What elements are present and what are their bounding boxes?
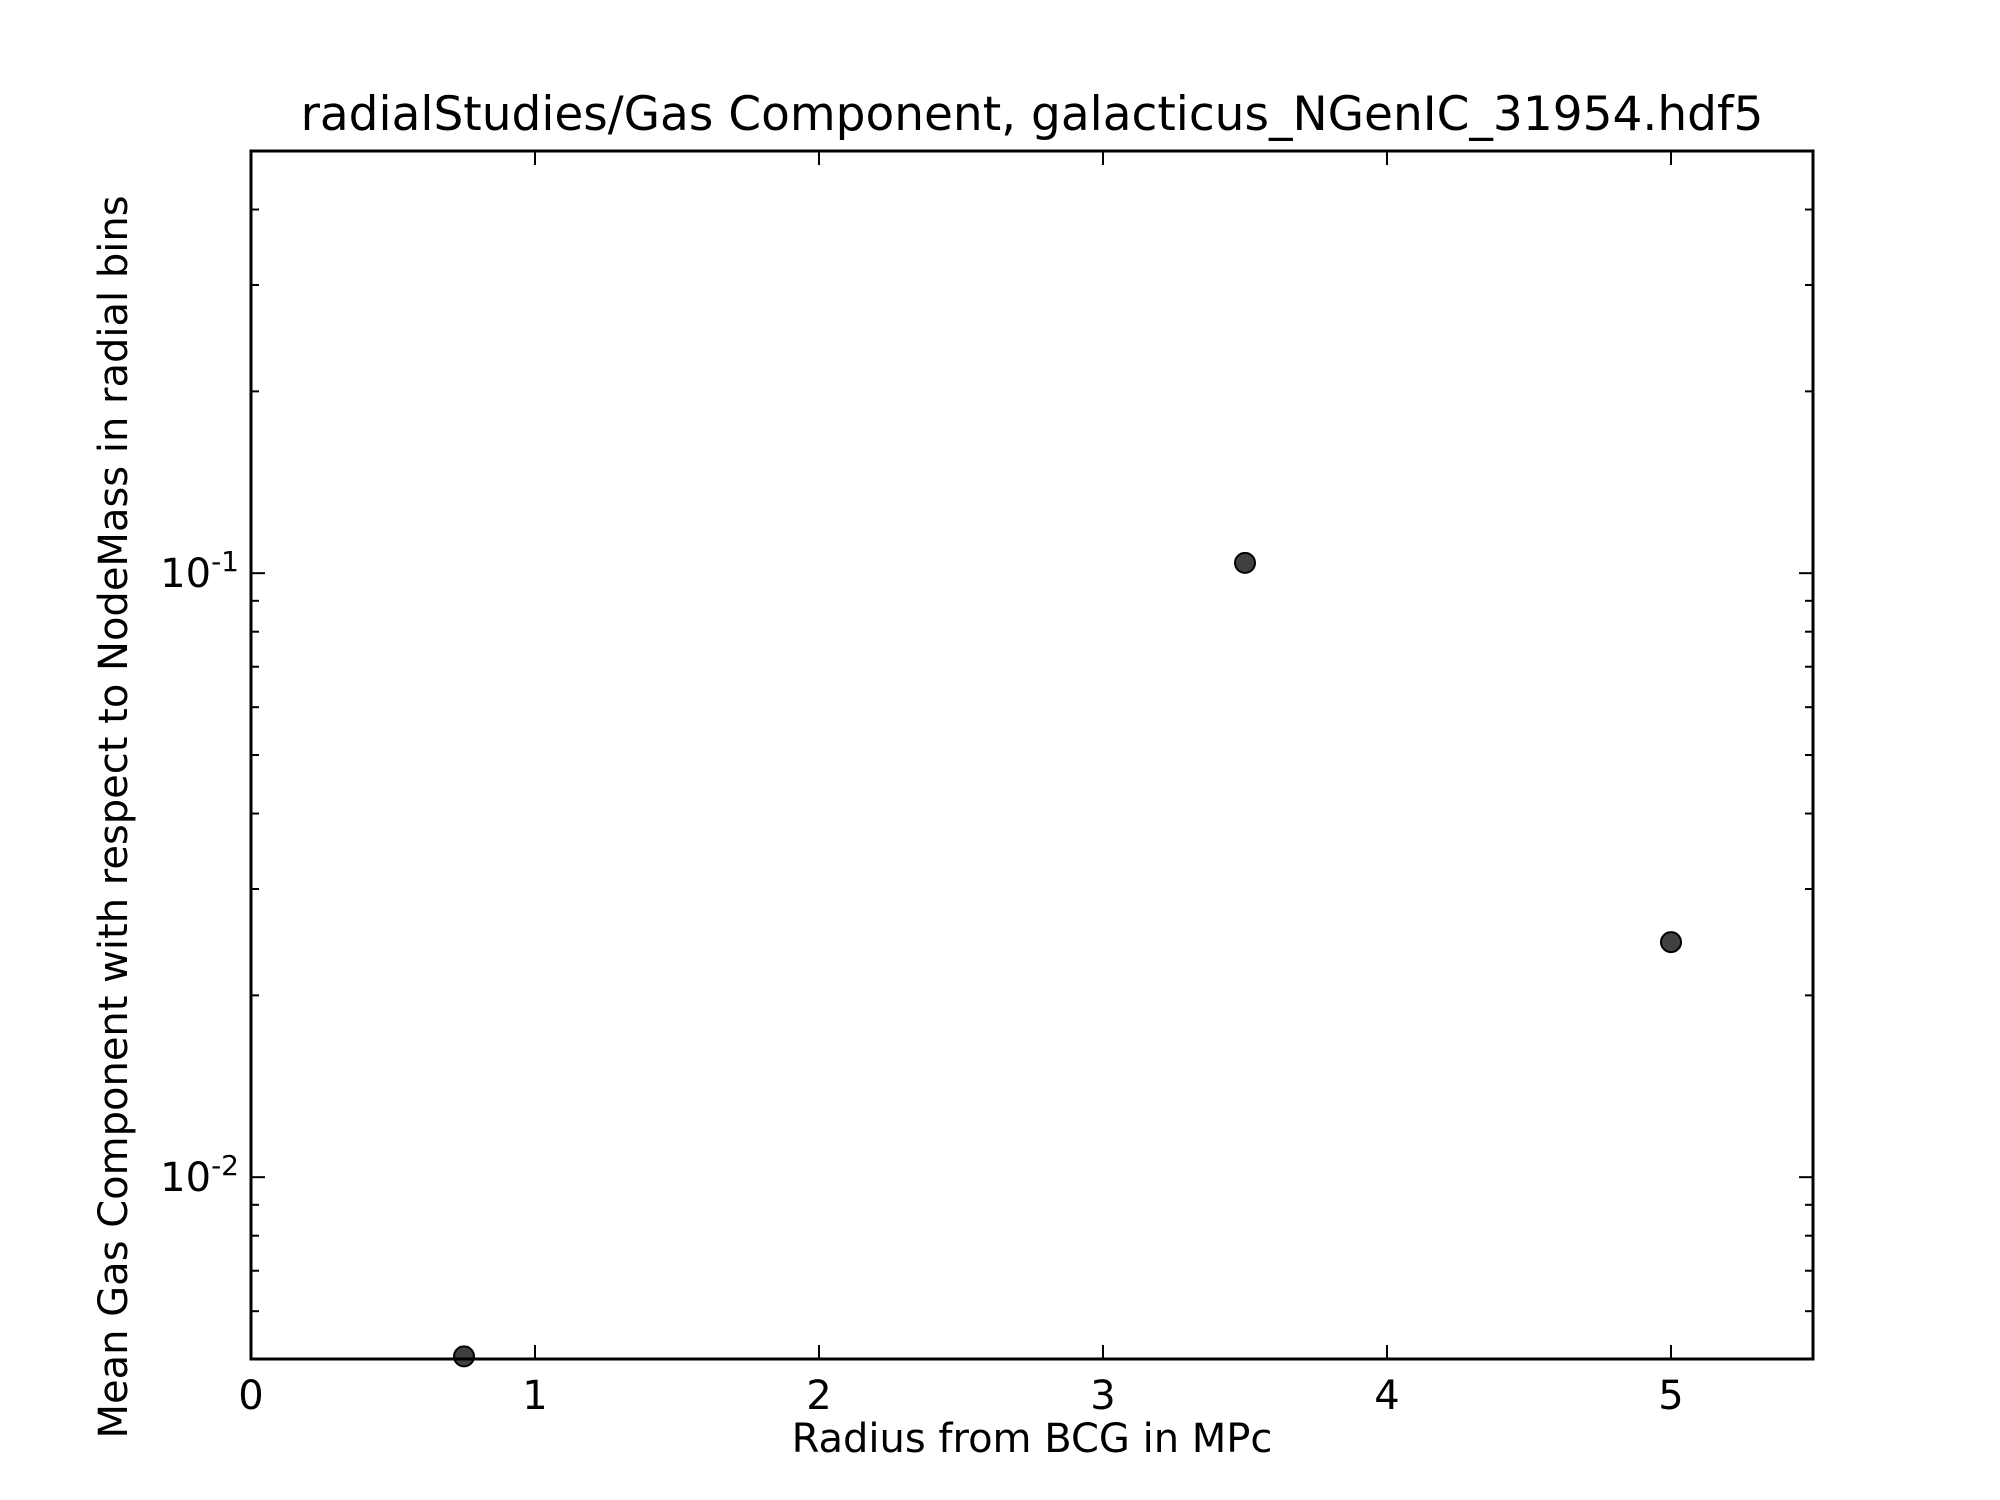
- x-tick-label: 1: [522, 1373, 547, 1419]
- data-point: [1660, 931, 1682, 954]
- y-axis-label: Mean Gas Component with respect to NodeM…: [91, 195, 137, 1438]
- x-tick-label: 2: [806, 1373, 831, 1419]
- x-tick-label: 5: [1658, 1373, 1683, 1419]
- chart-title: radialStudies/Gas Component, galacticus_…: [301, 87, 1764, 142]
- data-points: [453, 551, 1682, 1368]
- x-tick-label: 3: [1090, 1373, 1115, 1419]
- x-tick-label: 4: [1374, 1373, 1399, 1419]
- axis-tick-labels: 0 1 2 3 4 5 10-1 10-2: [160, 545, 1684, 1419]
- axis-ticks: [250, 150, 1813, 1360]
- y-tick-label: 10-2: [160, 1149, 239, 1201]
- data-point: [1234, 551, 1256, 574]
- x-tick-label: 0: [238, 1373, 263, 1419]
- data-point: [453, 1345, 475, 1368]
- x-axis-label: Radius from BCG in MPc: [792, 1416, 1273, 1462]
- y-tick-label: 10-1: [160, 545, 239, 597]
- plot-frame: [249, 149, 1815, 1361]
